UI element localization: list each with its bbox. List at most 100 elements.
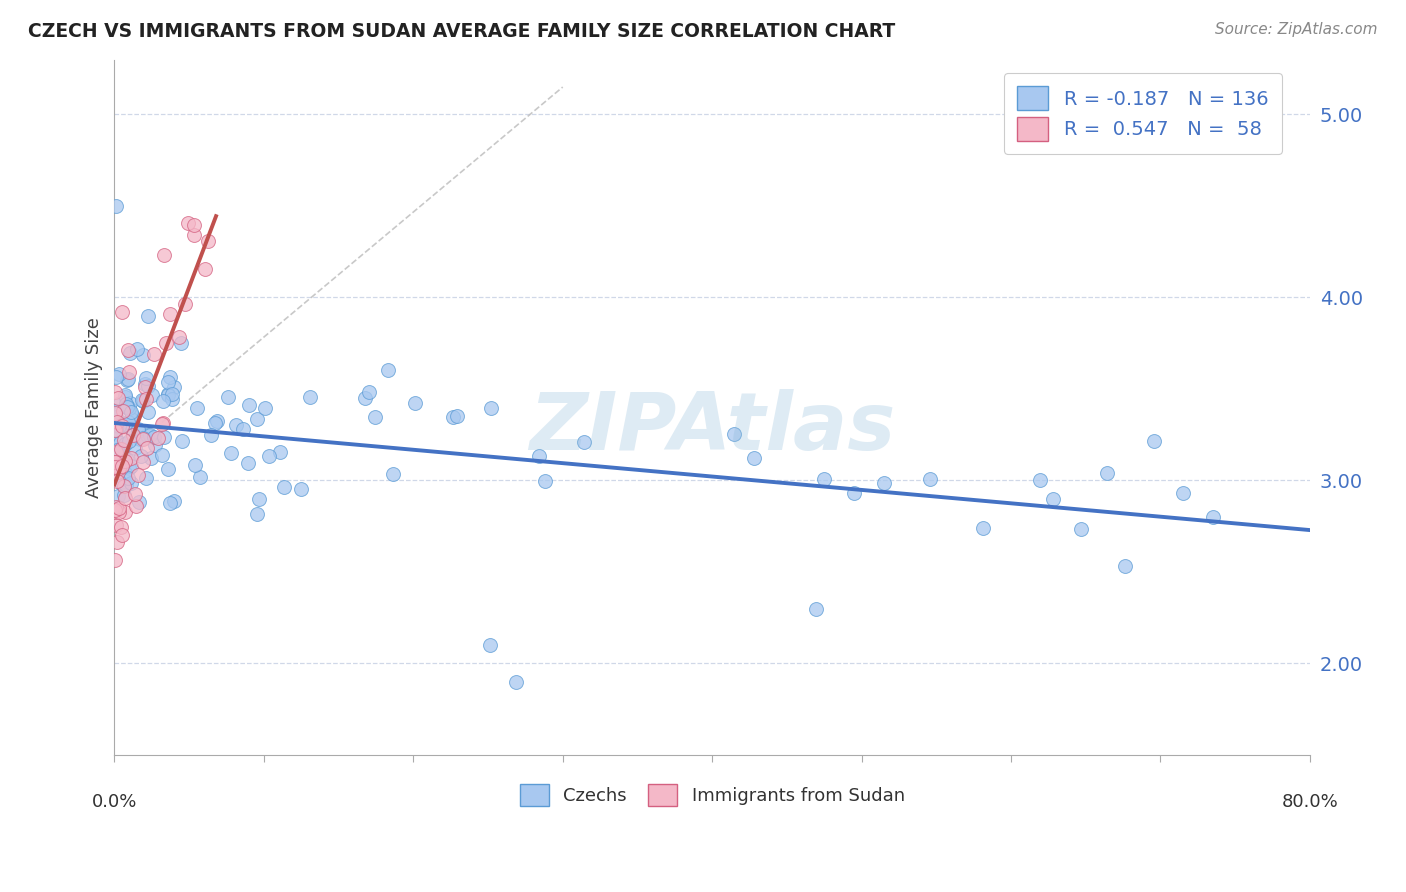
Point [124,487,146,501]
Point [120,405,142,419]
Point [152,394,174,409]
Point [105,500,128,514]
Point [217,390,239,404]
Point [120,450,142,465]
Point [246,412,269,426]
Text: 0.0%: 0.0% [91,793,138,811]
Point [134,379,156,393]
Point [111,449,134,463]
Point [117,415,139,429]
Point [117,373,139,387]
Point [574,435,596,450]
Point [153,430,176,444]
Point [232,422,254,436]
Point [110,436,132,450]
Point [121,408,143,422]
Point [111,418,134,433]
Point [122,427,145,442]
Point [104,403,127,417]
Point [118,396,141,410]
Text: 80.0%: 80.0% [1281,793,1339,811]
Point [114,491,136,505]
Point [107,392,129,406]
Point [299,390,322,404]
Point [115,453,138,467]
Point [131,393,153,408]
Point [110,442,132,457]
Point [104,505,127,519]
Point [128,495,150,509]
Point [138,309,160,323]
Point [269,445,291,459]
Point [446,409,468,423]
Point [107,500,129,515]
Point [112,479,135,493]
Point [150,417,173,432]
Point [207,414,229,428]
Point [132,348,155,362]
Point [404,396,426,410]
Point [153,248,176,262]
Point [127,422,149,436]
Point [129,433,152,447]
Point [121,409,143,423]
Point [108,461,131,475]
Point [354,391,377,405]
Point [813,471,835,485]
Point [225,418,247,433]
Point [138,427,160,442]
Point [1029,473,1052,487]
Point [108,367,131,381]
Point [107,489,129,503]
Point [167,329,190,343]
Point [143,430,166,444]
Point [127,425,149,439]
Point [723,427,745,442]
Point [197,234,219,248]
Point [117,401,139,416]
Point [529,449,551,463]
Point [125,342,148,356]
Point [872,475,894,490]
Point [160,392,183,406]
Point [136,428,159,442]
Point [152,448,174,462]
Point [120,412,142,426]
Point [139,451,162,466]
Point [183,219,205,233]
Point [156,388,179,402]
Point [110,520,132,534]
Point [104,406,127,420]
Point [111,528,134,542]
Point [108,443,131,458]
Point [132,432,155,446]
Point [159,306,181,320]
Point [357,384,380,399]
Point [112,488,135,502]
Point [152,416,174,430]
Point [114,454,136,468]
Point [135,441,157,455]
Point [107,473,129,487]
Point [120,476,142,491]
Point [1095,466,1118,480]
Point [972,521,994,535]
Point [115,399,138,413]
Point [184,458,207,472]
Point [132,394,155,409]
Point [104,518,127,533]
Point [115,478,138,492]
Point [118,345,141,359]
Point [157,387,180,401]
Point [114,390,136,404]
Point [108,395,131,409]
Point [118,434,141,448]
Point [111,459,134,474]
Point [104,385,127,400]
Point [104,423,127,437]
Point [104,502,127,516]
Point [114,505,136,519]
Point [290,482,312,496]
Point [120,459,142,474]
Point [111,305,134,319]
